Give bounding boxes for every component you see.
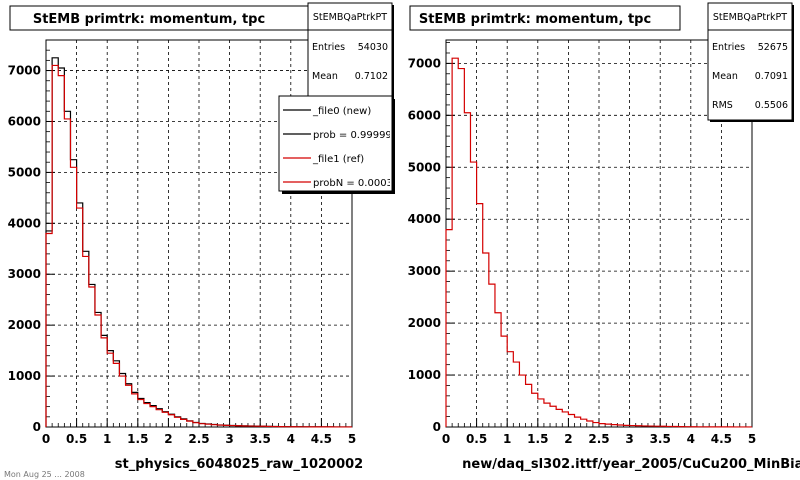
y-tick-label: 4000 — [8, 216, 41, 230]
y-tick-label: 6000 — [408, 108, 441, 122]
x-tick-label: 3 — [625, 432, 633, 446]
stats-label: Entries — [712, 42, 745, 53]
x-tick-label: 0 — [42, 432, 50, 446]
x-tick-label: 1.5 — [527, 432, 548, 446]
legend-box — [278, 95, 393, 192]
y-tick-label: 2000 — [8, 318, 41, 332]
x-tick-label: 4 — [687, 432, 695, 446]
stats-value: 52675 — [758, 42, 788, 53]
x-tick-label: 4.5 — [311, 432, 332, 446]
x-tick-label: 4 — [287, 432, 295, 446]
y-tick-label: 1000 — [408, 368, 441, 382]
stats-name: StEMBQaPtrkPT — [713, 12, 787, 23]
y-tick-label: 0 — [433, 420, 441, 434]
stats-value: 0.7091 — [755, 71, 788, 82]
y-tick-label: 3000 — [8, 267, 41, 281]
chart-title: StEMB primtrk: momentum, tpc — [419, 12, 651, 27]
legend-label: _file1 (ref) — [312, 154, 364, 165]
stats-label: RMS — [712, 100, 733, 111]
stats-value: 0.7102 — [355, 71, 388, 82]
y-tick-label: 6000 — [8, 114, 41, 128]
y-tick-label: 1000 — [8, 369, 41, 383]
stats-value: 0.5506 — [755, 100, 788, 111]
stats-box — [307, 2, 393, 101]
title-box — [409, 5, 681, 31]
histogram-series-2 — [45, 64, 352, 428]
x-tick-label: 4.5 — [711, 432, 732, 446]
x-tick-label: 3 — [225, 432, 233, 446]
legend-label: probN = 0.00038 — [313, 178, 399, 189]
stats-box — [707, 2, 793, 121]
stats-label: Mean — [712, 71, 738, 82]
x-axis-label: new/daq_sl302.ittf/year_2005/CuCu200_Min… — [462, 457, 800, 472]
footer-timestamp: Mon Aug 25 ... 2008 — [4, 470, 85, 479]
x-tick-label: 3.5 — [650, 432, 671, 446]
chart-title: StEMB primtrk: momentum, tpc — [33, 12, 265, 27]
x-tick-label: 1 — [503, 432, 511, 446]
chart-panel-2: 0 0.5 1 1.5 2 2.5 3 3.5 4 4.5 5 0 1000 2000 3000 4000 50… — [408, 2, 800, 472]
y-tick-label: 2000 — [408, 316, 441, 330]
legend-label: _file0 (new) — [312, 106, 371, 117]
x-tick-label: 2 — [564, 432, 572, 446]
title-box — [9, 5, 309, 31]
y-tick-label: 5000 — [8, 165, 41, 179]
x-tick-label: 2.5 — [188, 432, 209, 446]
y-tick-label: 5000 — [408, 160, 441, 174]
y-tick-label: 0 — [33, 420, 41, 434]
y-tick-label: 7000 — [408, 56, 441, 70]
x-tick-label: 0.5 — [466, 432, 487, 446]
x-tick-label: 1 — [103, 432, 111, 446]
stats-name: StEMBQaPtrkPT — [313, 12, 387, 23]
x-tick-label: 0.5 — [66, 432, 87, 446]
y-tick-label: 4000 — [408, 212, 441, 226]
y-tick-label: 7000 — [8, 64, 41, 78]
x-tick-label: 1.5 — [127, 432, 148, 446]
x-tick-label: 5 — [748, 432, 756, 446]
x-axis-label: st_physics_6048025_raw_1020002 — [115, 457, 363, 472]
chart-panel-1: 0 0.5 1 1.5 2 2.5 3 3.5 4 4.5 5 0 1000 2000 3000 4000 50… — [8, 2, 399, 472]
x-tick-label: 0 — [442, 432, 450, 446]
x-tick-label: 2 — [164, 432, 172, 446]
x-tick-label: 5 — [348, 432, 356, 446]
stats-value: 54030 — [358, 42, 388, 53]
stats-label: Mean — [312, 71, 338, 82]
histogram-series-1 — [445, 57, 752, 428]
x-tick-label: 3.5 — [250, 432, 271, 446]
legend-entries: _file0 (new) prob = 0.999999 _file1 (ref) p… — [283, 106, 399, 189]
x-tick-label: 2.5 — [588, 432, 609, 446]
stats-label: Entries — [312, 42, 345, 53]
y-tick-label: 3000 — [408, 264, 441, 278]
legend-label: prob = 0.999999 — [313, 130, 398, 141]
